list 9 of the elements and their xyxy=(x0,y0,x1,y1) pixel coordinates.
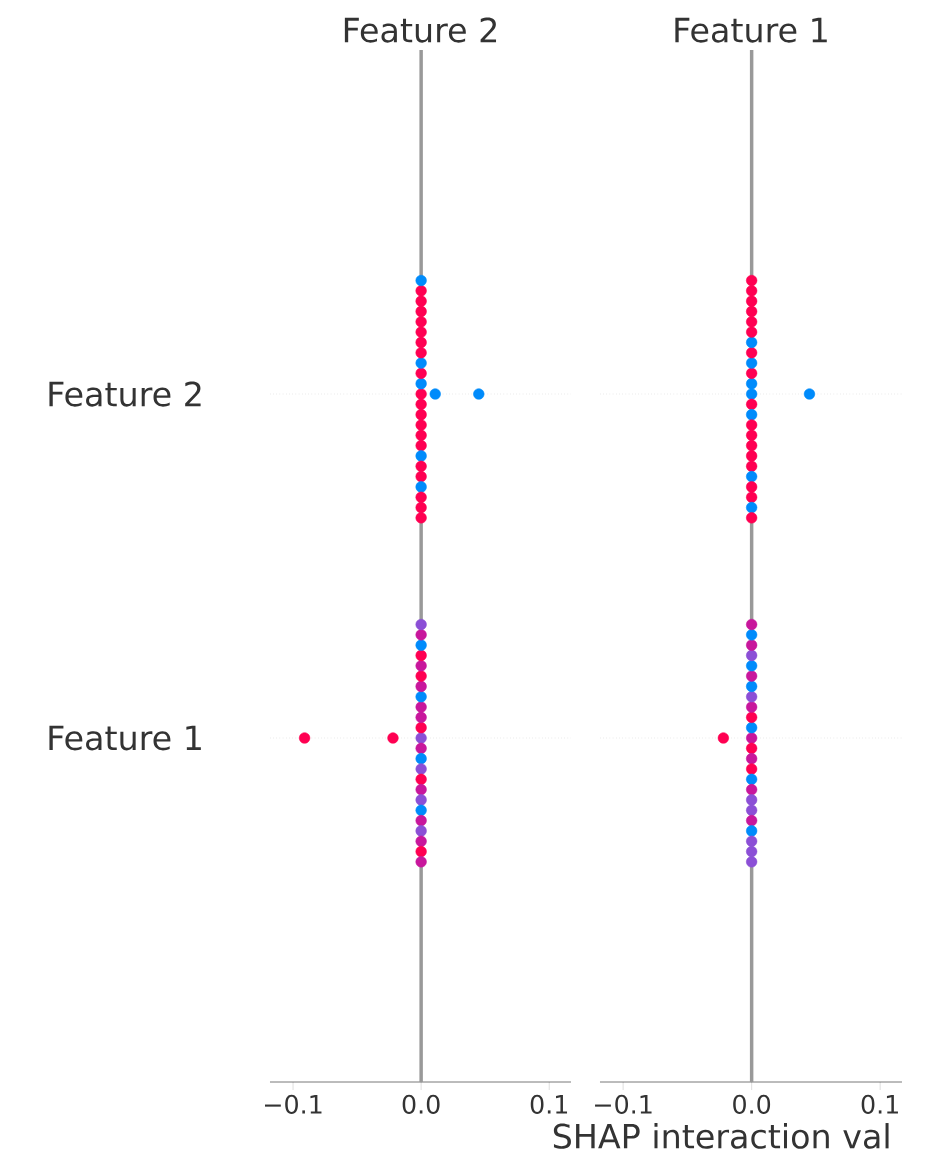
chart-title: Feature 1 xyxy=(675,17,827,43)
x-tick-label: 0.1 xyxy=(861,1094,898,1114)
chart-title: Feature 2 xyxy=(344,17,497,43)
x-tick-label: 0.0 xyxy=(402,1094,440,1114)
x-tick-label: 0.0 xyxy=(733,1094,771,1114)
x-tick-label: −0.1 xyxy=(264,1094,322,1114)
x-tick-label: −0.1 xyxy=(595,1094,652,1114)
x-tick-label: 0.1 xyxy=(530,1094,568,1114)
x-axis-title: SHAP interaction val xyxy=(553,1123,889,1149)
